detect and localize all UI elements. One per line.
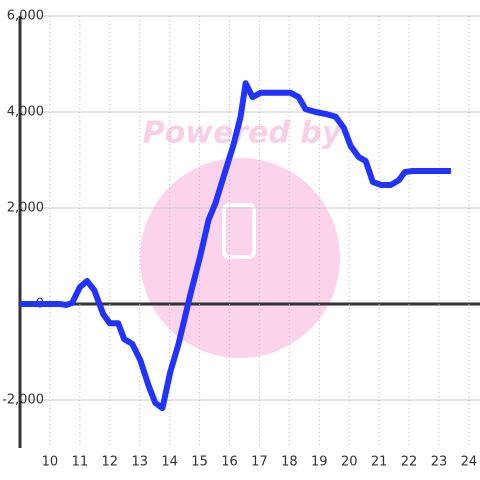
watermark-text: Powered by — [143, 116, 343, 151]
y-tick-label: 2,000 — [7, 201, 44, 216]
x-tick-label: 18 — [281, 455, 298, 470]
line — [20, 80, 451, 412]
x-tick-label: 21 — [371, 455, 388, 470]
x-tick-label: 17 — [251, 455, 268, 470]
x-tick-label: 14 — [161, 455, 178, 470]
x-tick-label: 22 — [401, 455, 418, 470]
y-tick-label: 4,000 — [7, 105, 44, 120]
x-tick-label: 12 — [102, 455, 119, 470]
y-tick-label: 6,000 — [7, 9, 44, 24]
x-tick-label: 24 — [461, 455, 478, 470]
x-tick-label: 10 — [42, 455, 59, 470]
x-tick-label: 23 — [431, 455, 448, 470]
x-tick-label: 20 — [341, 455, 358, 470]
x-tick-label: 16 — [221, 455, 238, 470]
x-tick-label: 15 — [191, 455, 208, 470]
x-tick-label: 19 — [311, 455, 328, 470]
x-tick-label: 13 — [131, 455, 148, 470]
y-tick-label: -2,000 — [2, 393, 44, 408]
x-tick-label: 11 — [72, 455, 89, 470]
